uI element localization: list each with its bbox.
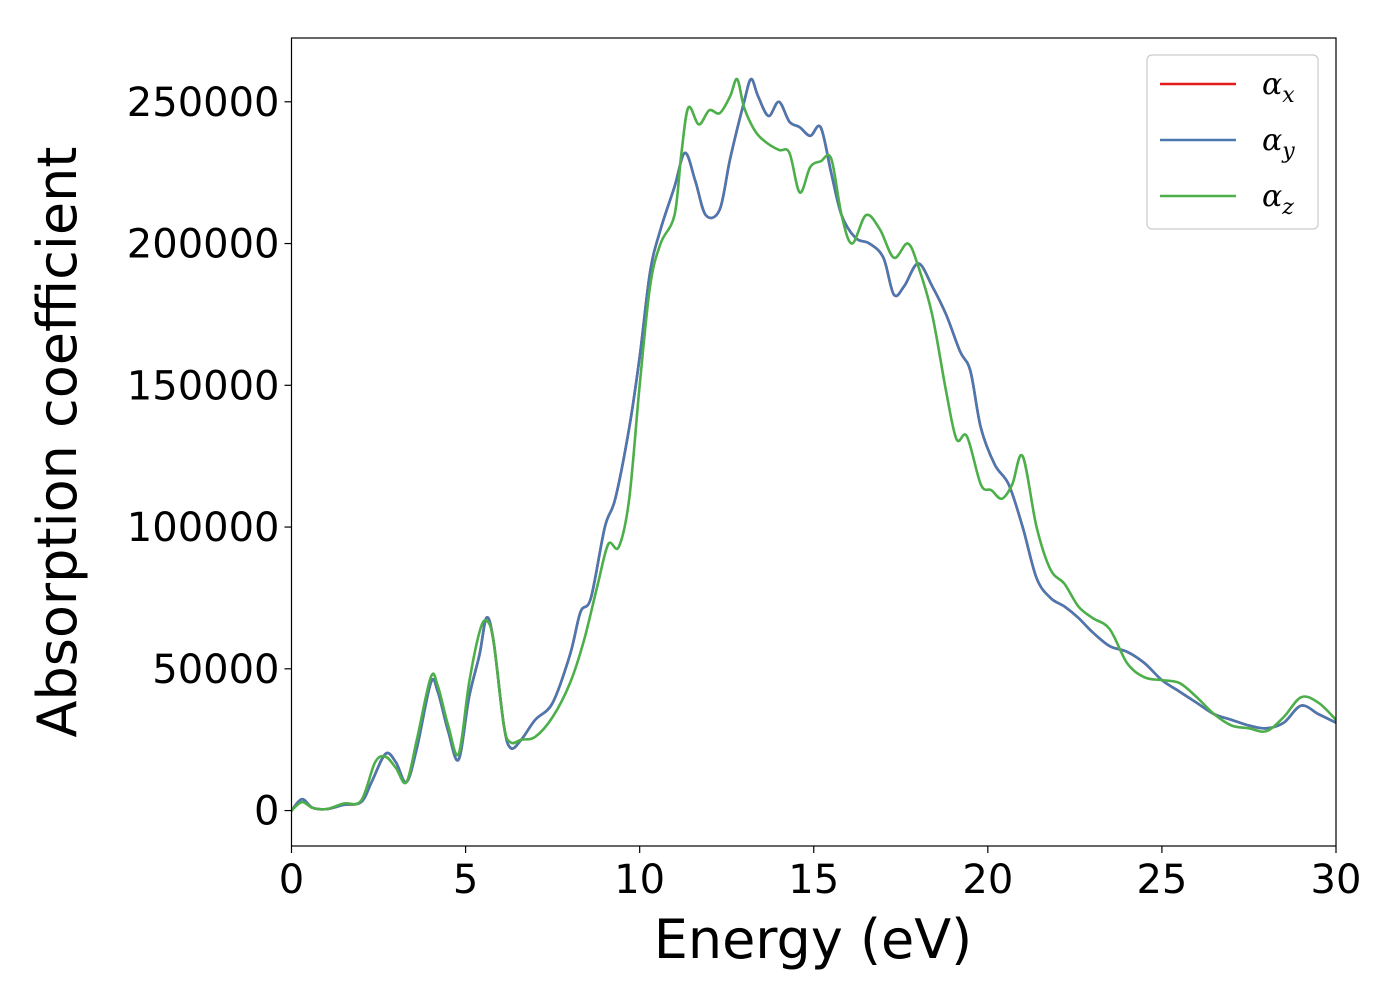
- legend-label: αy: [1262, 123, 1295, 164]
- y-tick-label: 100000: [127, 505, 280, 551]
- series-layer: [291, 77, 1336, 812]
- x-tick-label: 15: [788, 857, 839, 903]
- x-tick-label: 5: [453, 857, 478, 903]
- x-tick-label: 30: [1311, 857, 1362, 903]
- y-tick-label: 50000: [152, 647, 279, 693]
- x-tick-label: 20: [962, 857, 1013, 903]
- legend-entry-alpha-z: αz: [1160, 179, 1294, 220]
- x-tick-label: 0: [279, 857, 304, 903]
- legend: αx αy αz: [1146, 54, 1319, 230]
- y-tick-label: 250000: [127, 80, 280, 126]
- y-tick-label: 150000: [127, 363, 280, 409]
- x-tick-label: 10: [614, 857, 665, 903]
- series-line-alpha-z: [291, 77, 1336, 812]
- series-line-alpha-y: [291, 77, 1336, 812]
- tick-layer: 0 5 10 15 20 25 30 0 50000 100000 150000 200000 2500…: [127, 80, 1362, 903]
- legend-label: αz: [1262, 179, 1294, 220]
- y-tick-label: 0: [254, 789, 279, 835]
- legend-frame: [1146, 54, 1319, 230]
- x-axis-title: Energy (eV): [654, 908, 973, 971]
- legend-label: αx: [1262, 67, 1295, 108]
- y-tick-label: 200000: [127, 222, 280, 268]
- legend-entry-alpha-y: αy: [1160, 123, 1295, 164]
- y-axis-title: Absorption coefficient: [26, 147, 89, 738]
- x-tick-label: 25: [1136, 857, 1187, 903]
- legend-entry-alpha-x: αx: [1160, 67, 1295, 108]
- legend-entries: αx αy αz: [1160, 67, 1295, 220]
